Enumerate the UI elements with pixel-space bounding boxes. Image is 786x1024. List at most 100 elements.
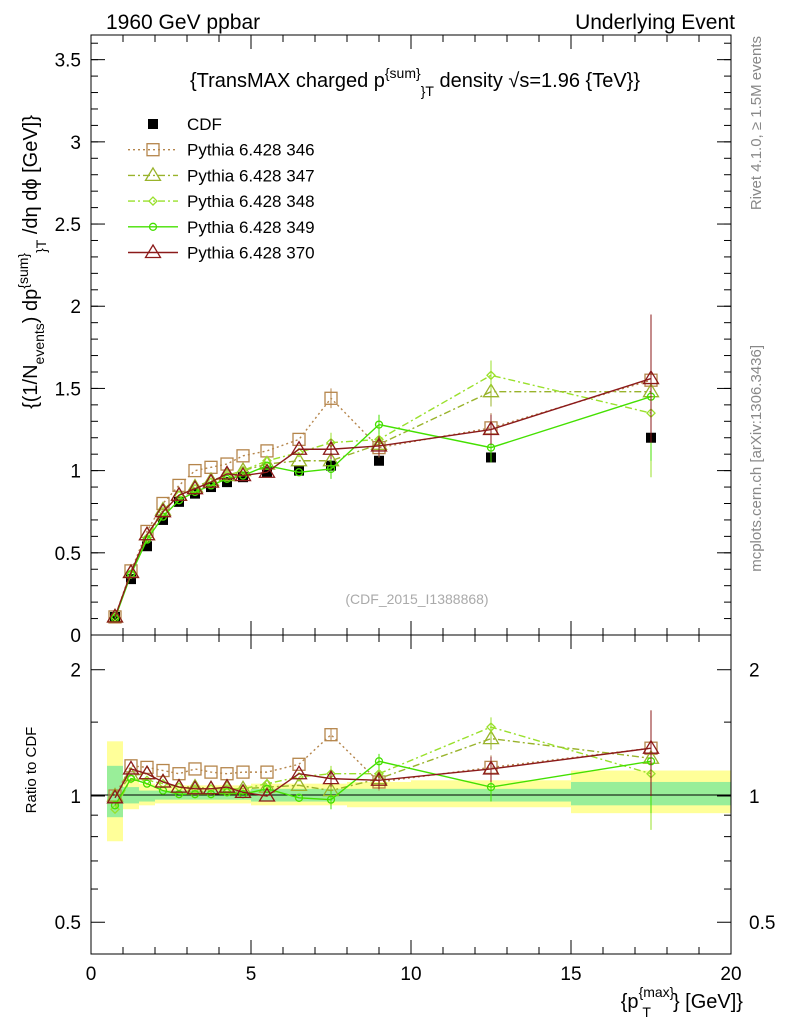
legend-label: CDF bbox=[187, 115, 222, 134]
data-point bbox=[188, 463, 202, 478]
main-y-tick-label: 0 bbox=[70, 626, 81, 647]
x-tick-label: 20 bbox=[720, 964, 741, 985]
data-point bbox=[294, 468, 304, 477]
legend-entry: Pythia 6.428 370 bbox=[128, 244, 315, 263]
chart-title: {TransMAX charged p{sum}}T density √s=1.… bbox=[190, 65, 640, 99]
legend-entry: Pythia 6.428 348 bbox=[128, 192, 315, 211]
ratio-series-pythia-6.428-370 bbox=[106, 710, 660, 804]
ratio-point bbox=[188, 762, 202, 776]
ratio-point bbox=[322, 769, 340, 785]
data-point bbox=[138, 525, 156, 541]
x-axis-label: {p{max} T} [GeV]} bbox=[621, 984, 744, 1020]
x-tick-label: 15 bbox=[560, 964, 581, 985]
ratio-point bbox=[234, 783, 252, 799]
ratio-point bbox=[106, 787, 124, 802]
data-point bbox=[220, 457, 234, 471]
main-y-tick-label: 2.5 bbox=[55, 215, 81, 236]
ratio-y-tick-label-right: 1 bbox=[749, 787, 760, 808]
data-point bbox=[370, 437, 388, 452]
series-line bbox=[114, 395, 652, 619]
ratio-y-axis-label: Ratio to CDF bbox=[23, 727, 40, 814]
series-line bbox=[114, 379, 652, 618]
band-green bbox=[139, 790, 155, 802]
data-point bbox=[326, 464, 336, 474]
data-point bbox=[108, 610, 122, 624]
data-point bbox=[292, 432, 306, 447]
legend-label: Pythia 6.428 346 bbox=[187, 141, 315, 160]
ratio-point bbox=[138, 764, 156, 780]
ratio-point bbox=[292, 757, 306, 771]
legend-marker bbox=[146, 143, 160, 157]
ratio-point bbox=[258, 787, 276, 802]
main-y-axis-label: {(1/Nevents) dp{sum}}T /dη dϕ [GeV]} bbox=[15, 115, 49, 409]
main-axis-ticks: 0 0.5 1 1.5 2 2.5 3 3.5 bbox=[55, 35, 732, 647]
data-point bbox=[374, 455, 384, 466]
main-y-tick-label: 0.5 bbox=[55, 544, 81, 565]
data-point bbox=[374, 420, 384, 429]
data-point bbox=[482, 420, 500, 436]
ratio-point bbox=[374, 757, 384, 766]
ratio-point bbox=[122, 760, 140, 775]
data-point bbox=[234, 466, 252, 482]
data-point bbox=[170, 486, 188, 501]
x-tick-label: 5 bbox=[246, 964, 257, 985]
main-y-tick-label: 2 bbox=[70, 297, 81, 318]
rivet-label: Rivet 4.1.0, ≥ 1.5M events bbox=[748, 36, 765, 210]
ratio-point bbox=[486, 722, 496, 732]
ratio-y-tick-label-right: 2 bbox=[749, 661, 760, 682]
legend-marker bbox=[148, 119, 158, 129]
data-point bbox=[486, 370, 496, 381]
data-point bbox=[174, 496, 184, 507]
data-point bbox=[202, 473, 220, 488]
ratio-point bbox=[170, 778, 188, 793]
ratio-point bbox=[324, 728, 338, 742]
data-point bbox=[290, 440, 308, 455]
series-pythia-6.428-349 bbox=[110, 332, 656, 623]
analysis-watermark: (CDF_2015_I1388868) bbox=[345, 591, 488, 607]
data-point bbox=[322, 440, 340, 455]
legend-entry: CDF bbox=[148, 115, 222, 134]
ratio-point bbox=[172, 767, 186, 781]
ratio-point bbox=[290, 776, 308, 792]
ratio-point bbox=[290, 764, 308, 780]
data-point bbox=[154, 502, 172, 518]
header-left: 1960 GeV ppbar bbox=[106, 11, 260, 34]
legend-marker bbox=[144, 166, 162, 182]
ratio-axis-ticks: 0.5 0.51 12 20 5 10 15 20 bbox=[55, 635, 775, 985]
ratio-y-tick-label: 1 bbox=[70, 787, 81, 808]
main-y-tick-label: 3.5 bbox=[55, 51, 81, 72]
ratio-point bbox=[482, 729, 500, 745]
legend-label: Pythia 6.428 370 bbox=[187, 244, 315, 263]
ratio-point bbox=[110, 801, 120, 810]
data-point bbox=[260, 444, 274, 458]
legend-marker bbox=[144, 243, 162, 259]
series-pythia-6.428-346 bbox=[108, 316, 658, 624]
ratio-line bbox=[114, 747, 652, 799]
main-y-tick-label: 1.5 bbox=[55, 379, 81, 400]
ratio-point bbox=[204, 765, 218, 779]
x-tick-label: 10 bbox=[400, 964, 421, 985]
data-point bbox=[262, 461, 272, 470]
legend-marker bbox=[148, 222, 158, 231]
ratio-point bbox=[218, 778, 236, 793]
data-point bbox=[122, 563, 140, 579]
data-point bbox=[642, 369, 660, 385]
ratio-point bbox=[202, 780, 220, 795]
ratio-point bbox=[174, 790, 184, 799]
data-point bbox=[324, 391, 338, 405]
legend-label: Pythia 6.428 348 bbox=[187, 192, 315, 211]
main-panel: 0 0.5 1 1.5 2 2.5 3 3.5 {TransMAX charged p{sum… bbox=[15, 34, 732, 647]
ratio-point bbox=[326, 795, 336, 804]
data-point bbox=[258, 463, 276, 478]
data-point bbox=[156, 496, 170, 511]
ratio-point bbox=[486, 782, 496, 792]
legend: CDF Pythia 6.428 346 Pythia 6.428 347 Pythi… bbox=[128, 115, 315, 263]
series-pythia-6.428-370 bbox=[106, 314, 660, 623]
data-point bbox=[238, 465, 248, 476]
ratio-y-tick-label: 0.5 bbox=[55, 913, 81, 934]
ratio-point bbox=[106, 789, 124, 804]
x-tick-label: 0 bbox=[86, 964, 97, 985]
data-point bbox=[238, 472, 248, 483]
ratio-y-tick-label: 2 bbox=[70, 661, 81, 682]
ratio-point bbox=[156, 763, 170, 778]
